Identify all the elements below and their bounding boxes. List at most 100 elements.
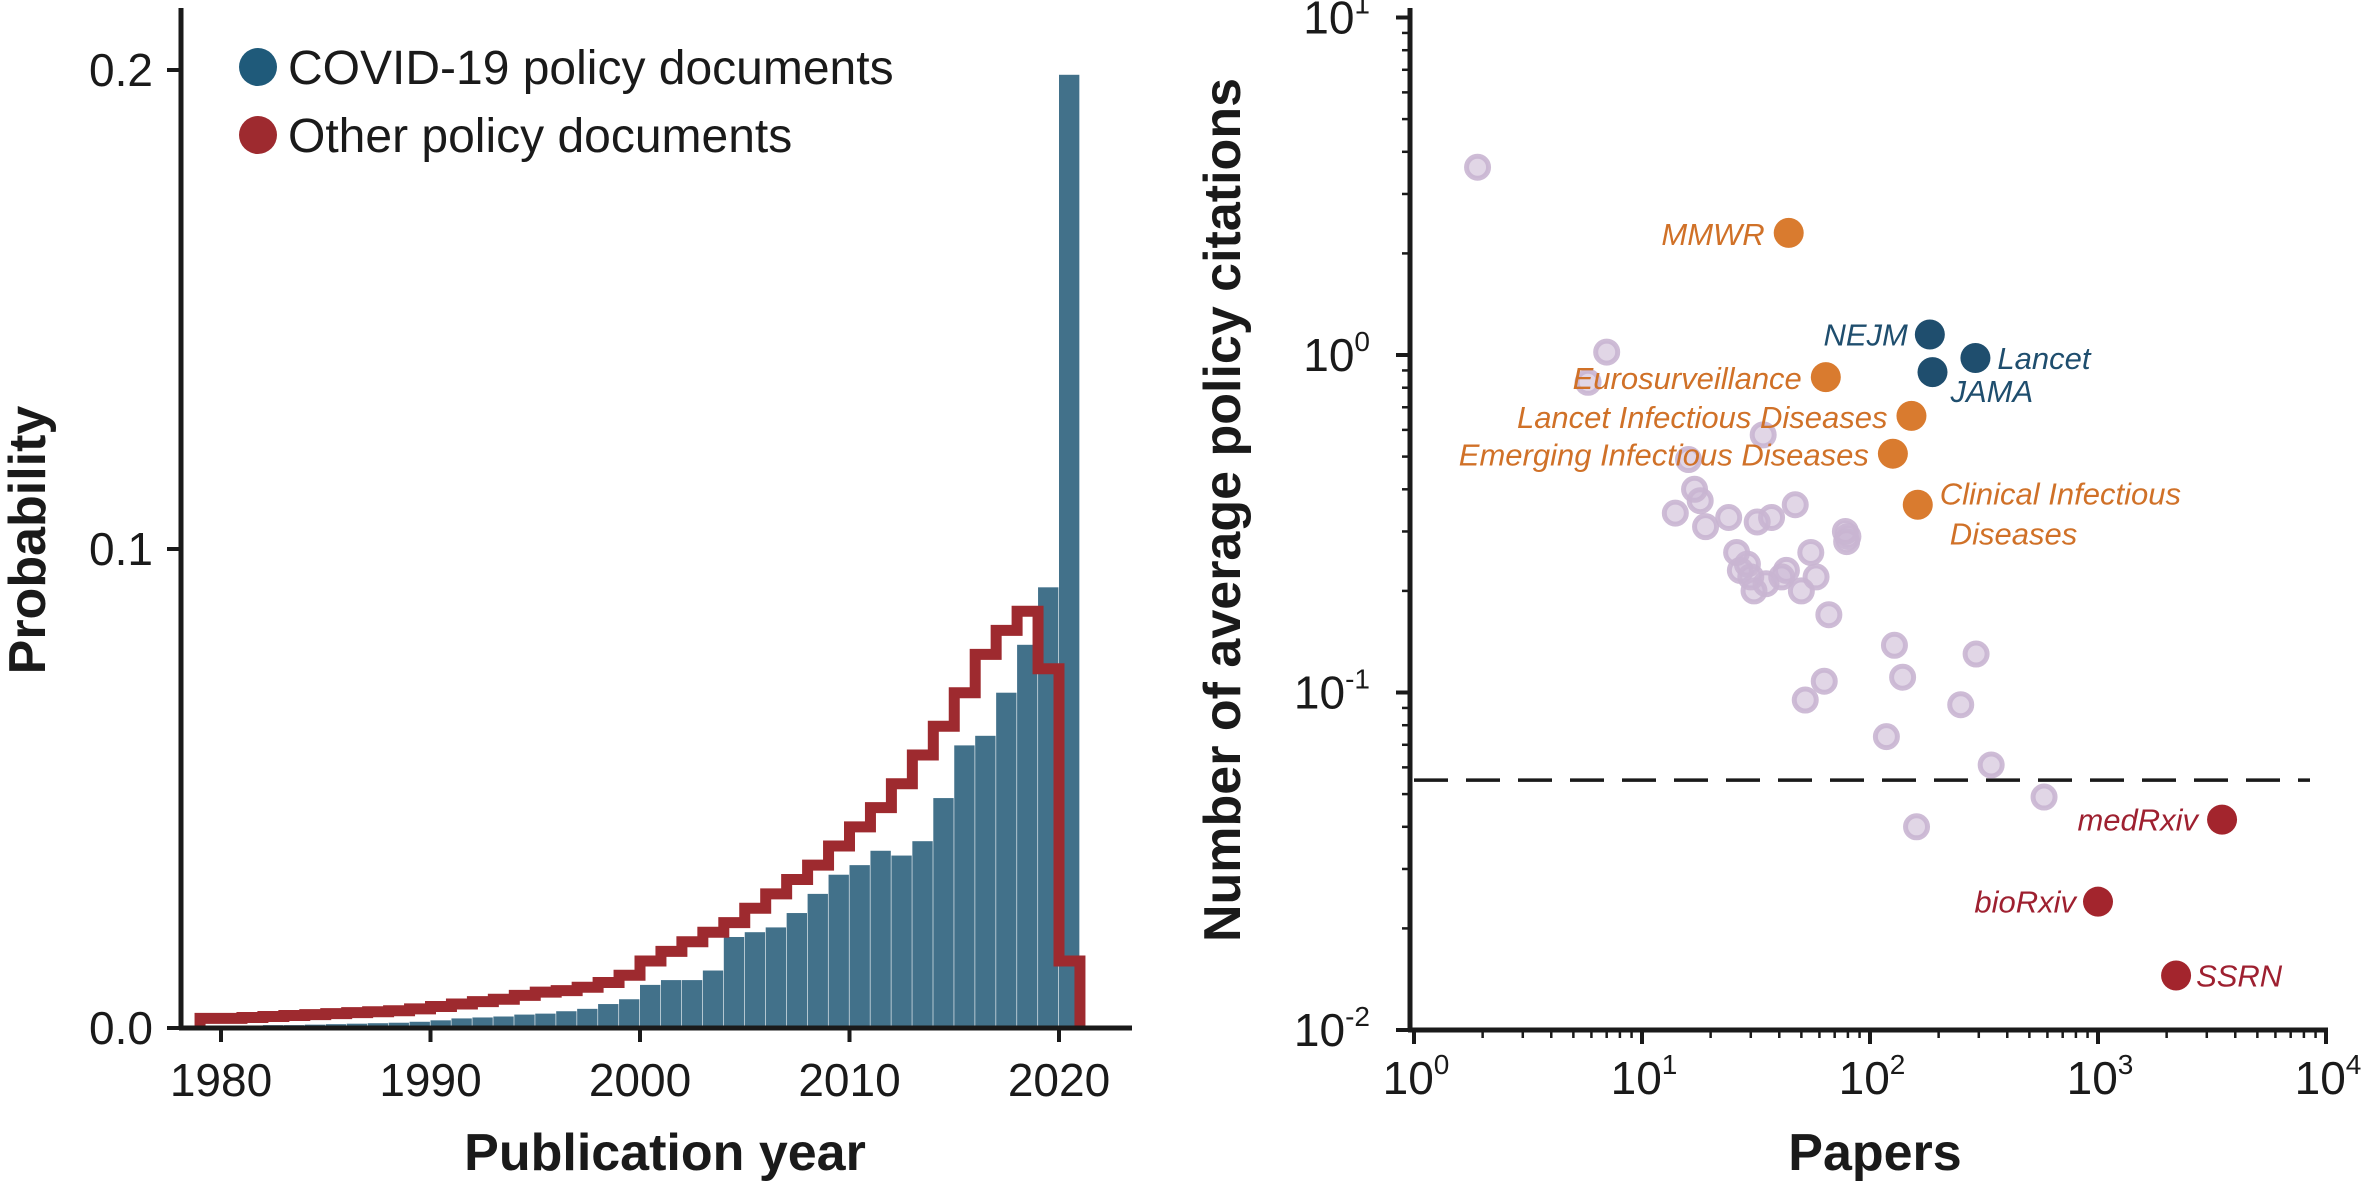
histogram-bar-covid bbox=[535, 1013, 556, 1028]
histogram-x-tick-label: 2010 bbox=[798, 1054, 900, 1106]
point-lancet-infectious-diseases bbox=[1896, 400, 1927, 431]
background-point bbox=[1810, 667, 1838, 695]
histogram-bar-covid bbox=[1017, 644, 1038, 1028]
background-point bbox=[1872, 723, 1900, 751]
histogram-bar-covid bbox=[828, 874, 849, 1028]
label-nejm: NEJM bbox=[1823, 318, 1908, 353]
histogram-bar-covid bbox=[409, 1021, 430, 1028]
histogram-panel: 1980 1990 2000 2010 2020 0.0 0.1 0.2 Publicati… bbox=[0, 8, 1132, 1181]
label-biorxiv: bioRxiv bbox=[1974, 885, 2077, 920]
histogram-bar-covid bbox=[451, 1018, 472, 1028]
point-eurosurveillance bbox=[1810, 362, 1841, 393]
histogram-x-tick-label: 1980 bbox=[170, 1054, 272, 1106]
histogram-x-ticks: 1980 1990 2000 2010 2020 bbox=[170, 1028, 1110, 1106]
histogram-bar-covid bbox=[723, 936, 745, 1028]
histogram-bar-covid bbox=[388, 1022, 409, 1028]
histogram-x-tick-label: 2020 bbox=[1008, 1054, 1110, 1106]
scatter-x-tick-label: 104 bbox=[2295, 1049, 2362, 1104]
background-point bbox=[2030, 783, 2058, 811]
background-point bbox=[1758, 504, 1786, 532]
point-lancet bbox=[1960, 342, 1991, 373]
label-jama: JAMA bbox=[1950, 374, 2034, 409]
histogram-bar-covid bbox=[744, 932, 766, 1028]
label-mmwr: MMWR bbox=[1661, 217, 1764, 252]
histogram-bar-covid bbox=[765, 927, 787, 1028]
label-eurosurveillance: Eurosurveillance bbox=[1573, 361, 1802, 396]
label-emerging-infectious-diseases: Emerging Infectious Diseases bbox=[1459, 438, 1869, 473]
point-emerging-infectious-diseases bbox=[1877, 438, 1908, 469]
background-point bbox=[1593, 338, 1621, 366]
scatter-y-ticks: 10-2 10-1 100 101 bbox=[1294, 0, 1410, 1056]
label-ssrn: SSRN bbox=[2196, 959, 2283, 994]
background-point bbox=[1686, 487, 1714, 515]
background-point bbox=[1834, 522, 1862, 550]
background-point bbox=[1464, 153, 1492, 181]
background-point bbox=[1749, 421, 1777, 449]
scatter-y-tick-label: 10-1 bbox=[1294, 664, 1370, 719]
histogram-y-ticks: 0.0 0.1 0.2 bbox=[89, 44, 181, 1054]
histogram-bar-covid bbox=[912, 841, 933, 1028]
background-point bbox=[1880, 631, 1908, 659]
background-point bbox=[1781, 491, 1809, 519]
point-mmwr bbox=[1773, 217, 1804, 248]
histogram-bar-covid bbox=[996, 692, 1017, 1028]
histogram-bar-covid bbox=[891, 855, 912, 1028]
histogram-bar-covid bbox=[472, 1017, 493, 1028]
histogram-y-tick-label: 0.1 bbox=[89, 523, 153, 575]
point-medrxiv bbox=[2207, 804, 2238, 835]
legend-marker-other bbox=[239, 116, 277, 154]
histogram-bar-covid bbox=[933, 798, 954, 1028]
histogram-bar-covid bbox=[954, 745, 975, 1028]
background-point bbox=[1962, 640, 1990, 668]
scatter-x-axis-title: Papers bbox=[1788, 1124, 1961, 1181]
scatter-x-tick-label: 101 bbox=[1611, 1049, 1678, 1104]
legend-marker-covid bbox=[239, 48, 277, 86]
background-point bbox=[1977, 751, 2005, 779]
point-jama bbox=[1917, 357, 1948, 388]
background-point bbox=[1791, 686, 1819, 714]
scatter-x-tick-label: 102 bbox=[1839, 1049, 1906, 1104]
histogram-bar-covid bbox=[430, 1020, 451, 1028]
label-medrxiv: medRxiv bbox=[2077, 803, 2199, 838]
background-point bbox=[1675, 446, 1703, 474]
legend: COVID-19 policy documents Other policy d… bbox=[239, 42, 894, 163]
scatter-y-tick-label: 100 bbox=[1303, 326, 1370, 381]
histogram-step-other bbox=[194, 605, 1086, 1028]
background-point bbox=[1574, 368, 1602, 396]
histogram-bar-covid bbox=[660, 980, 682, 1028]
histogram-bar-covid bbox=[640, 984, 661, 1028]
histogram-bar-covid bbox=[975, 735, 996, 1028]
histogram-y-tick-label: 0.2 bbox=[89, 44, 153, 96]
point-biorxiv bbox=[2083, 886, 2113, 917]
histogram-bar-covid bbox=[514, 1014, 535, 1028]
scatter-x-tick-label: 103 bbox=[2067, 1049, 2134, 1104]
scatter-y-axis-title: Number of average policy citations bbox=[1194, 78, 1252, 942]
label-clinical-infectious-diseases: Clinical Infectious Diseases bbox=[1940, 477, 2181, 552]
label-lancet: Lancet bbox=[1997, 341, 2091, 376]
background-point bbox=[1797, 538, 1825, 566]
scatter-y-tick-label: 10-2 bbox=[1294, 1001, 1370, 1056]
histogram-bar-covid bbox=[493, 1016, 514, 1028]
histogram-bar-covid bbox=[849, 865, 870, 1028]
histogram-bar-covid bbox=[681, 980, 703, 1028]
histogram-bar-covid bbox=[1038, 587, 1059, 1028]
background-point bbox=[1715, 504, 1743, 532]
scatter-x-ticks: 100 101 102 103 104 bbox=[1383, 1030, 2362, 1104]
point-clinical-infectious-diseases bbox=[1902, 489, 1933, 520]
scatter-x-tick-label: 100 bbox=[1383, 1049, 1450, 1104]
background-point bbox=[1661, 499, 1689, 527]
histogram-bar-covid bbox=[619, 999, 640, 1028]
histogram-bar-covid bbox=[702, 970, 724, 1028]
background-point bbox=[1692, 513, 1720, 541]
label-lancet-infectious-diseases: Lancet Infectious Diseases bbox=[1517, 400, 1888, 435]
histogram-y-tick-label: 0.0 bbox=[89, 1002, 153, 1054]
point-nejm bbox=[1914, 319, 1945, 350]
scatter-y-tick-label: 101 bbox=[1303, 0, 1370, 44]
histogram-bar-covid bbox=[556, 1011, 577, 1028]
histogram-x-tick-label: 1990 bbox=[379, 1054, 481, 1106]
point-ssrn bbox=[2161, 960, 2192, 991]
histogram-bar-covid bbox=[870, 850, 891, 1028]
